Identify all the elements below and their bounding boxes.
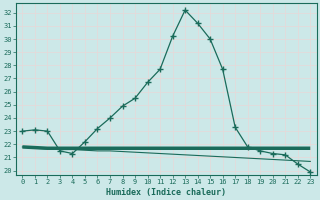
X-axis label: Humidex (Indice chaleur): Humidex (Indice chaleur) — [106, 188, 226, 197]
